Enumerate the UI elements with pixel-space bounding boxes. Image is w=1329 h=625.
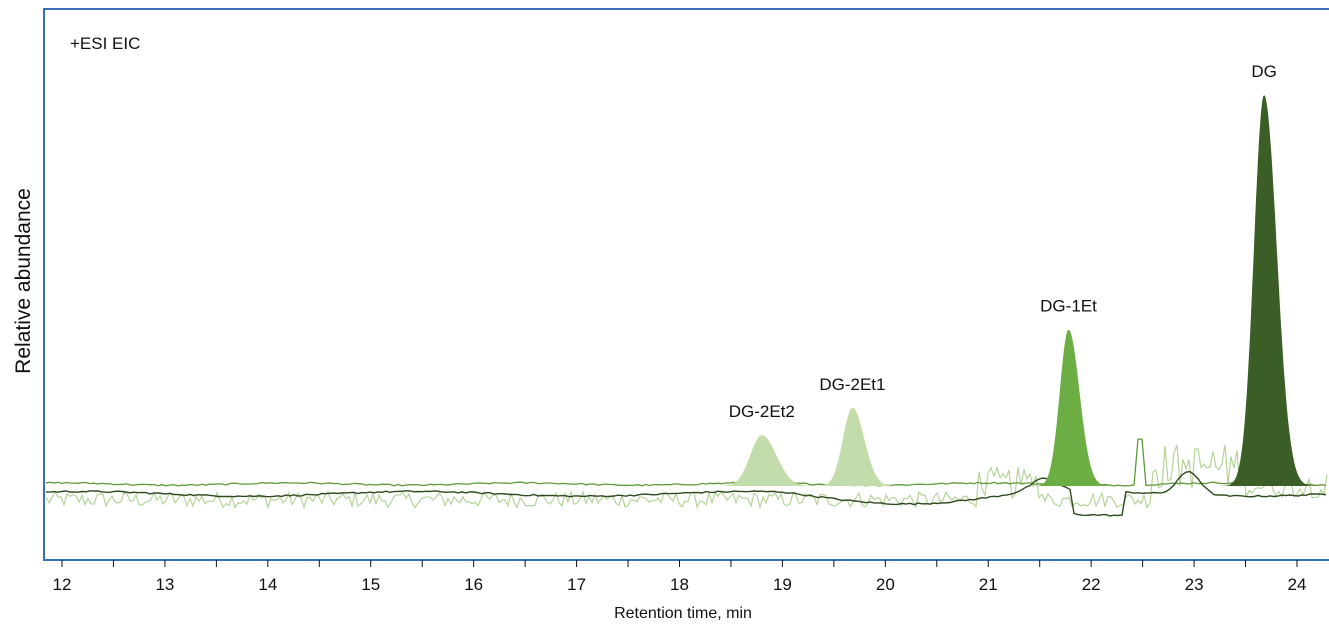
- peak-dg-2et2: [692, 435, 838, 486]
- baseline-traces: DG-2Et2 DG-2Et1 DG-1Et DG: [45, 62, 1329, 517]
- dg-1et-baseline-trace: [45, 438, 1327, 487]
- peak-label-dg-1et: DG-1Et: [1040, 297, 1097, 316]
- x-axis-label: Retention time, min: [614, 605, 752, 622]
- chart-annotation: +ESI EIC: [70, 34, 140, 53]
- x-tick-label: 19: [773, 575, 792, 594]
- x-tick-label: 18: [670, 575, 689, 594]
- peak-dg-1et: [1016, 329, 1126, 486]
- x-tick-label: 22: [1082, 575, 1101, 594]
- x-tick-label: 23: [1185, 575, 1204, 594]
- dg-2et-baseline-trace: [45, 444, 1328, 510]
- x-tick-label: 13: [155, 575, 174, 594]
- x-tick-label: 12: [53, 575, 72, 594]
- x-tick-label: 14: [258, 575, 277, 594]
- x-tick-label: 17: [567, 575, 586, 594]
- peak-dg-2et1: [796, 407, 914, 486]
- peak-label-dg: DG: [1251, 62, 1277, 81]
- peak-label-dg-2et1: DG-2Et1: [819, 375, 885, 394]
- x-tick-label: 15: [361, 575, 380, 594]
- y-axis-label: Relative abundance: [12, 188, 35, 374]
- x-tick-label: 24: [1288, 575, 1307, 594]
- dg-baseline-trace: [45, 470, 1327, 517]
- x-tick-label: 20: [876, 575, 895, 594]
- peak-label-dg-2et2: DG-2Et2: [729, 402, 795, 421]
- plot-frame: [43, 8, 1329, 561]
- x-tick-label: 21: [979, 575, 998, 594]
- peak-dg: [1203, 95, 1329, 486]
- traces-layer: DG-2Et2 DG-2Et1 DG-1Et DG: [45, 62, 1329, 517]
- x-axis: 12 13 14 15 16 17 18 19 20 21 22 23 24: [53, 560, 1307, 594]
- x-tick-label: 16: [464, 575, 483, 594]
